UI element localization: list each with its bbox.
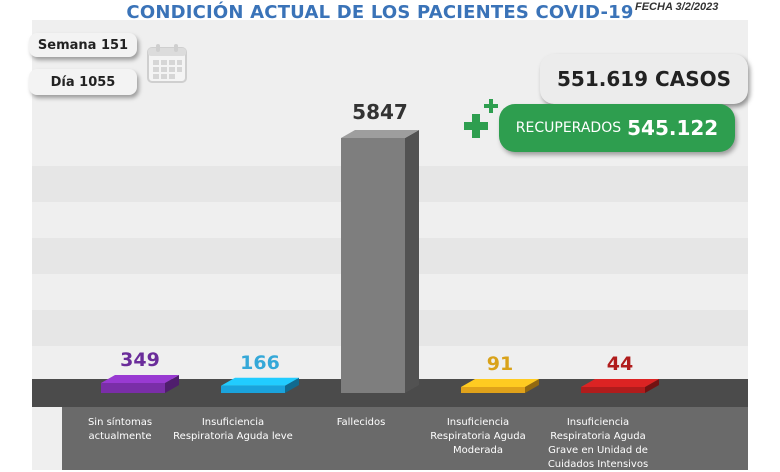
bar-front — [221, 385, 285, 393]
bar-top — [581, 379, 659, 387]
bar-top — [341, 130, 419, 138]
bar-front — [101, 383, 165, 393]
bar-top — [101, 375, 179, 383]
week-badge: Semana 151 — [29, 33, 137, 57]
bar — [341, 130, 419, 393]
page-title: CONDICIÓN ACTUAL DE LOS PACIENTES COVID-… — [126, 2, 634, 23]
total-cases-badge: 551.619 CASOS — [540, 54, 748, 104]
recovered-label: RECUPERADOS — [515, 120, 622, 136]
category-label: Fallecidos — [336, 417, 386, 428]
category-label: Insuficiencia Respiratoria Aguda Moderad… — [430, 417, 526, 456]
bar — [581, 379, 659, 393]
bar-top — [221, 377, 299, 386]
bar-front — [581, 387, 645, 393]
bar-front — [341, 138, 405, 393]
bar — [101, 375, 179, 393]
chart-base — [62, 407, 748, 470]
bar-side — [645, 379, 659, 393]
bar-side — [525, 379, 539, 393]
value-label: 91 — [486, 353, 514, 375]
value-label: 44 — [606, 353, 634, 375]
calendar-icon — [147, 44, 187, 83]
plus-icon — [464, 99, 498, 138]
bar-side — [285, 377, 299, 393]
report-date: FECHA 3/2/2023 — [635, 1, 719, 13]
bar-front — [461, 387, 525, 393]
bar — [221, 377, 299, 393]
bar-side — [165, 375, 179, 393]
category-label: Insuficiencia Respiratoria Aguda Grave e… — [547, 417, 649, 470]
category-label: Insuficiencia Respiratoria Aguda leve — [173, 417, 293, 442]
value-label: 349 — [120, 349, 160, 371]
value-label: 166 — [240, 351, 280, 374]
day-badge: Día 1055 — [29, 69, 137, 95]
value-label: 5847 — [352, 100, 408, 124]
recovered-badge: RECUPERADOS 545.122 — [499, 104, 735, 152]
recovered-value: 545.122 — [627, 116, 719, 140]
bar — [461, 379, 539, 393]
category-label: Sin síntomas actualmente — [87, 417, 153, 442]
bar-top — [461, 379, 539, 387]
bar-side — [405, 130, 419, 393]
